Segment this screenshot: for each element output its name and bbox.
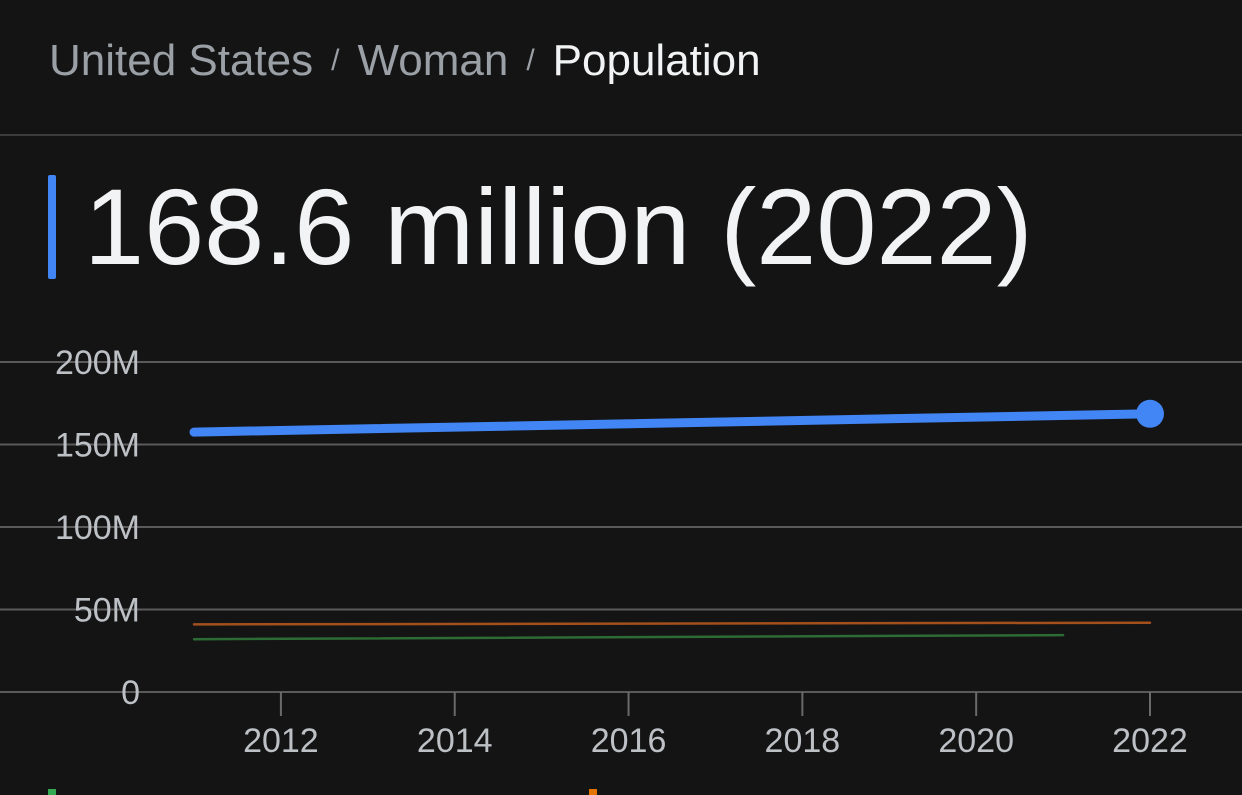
population-line-chart[interactable]: 0 50M 100M 150M 200M 2012 2014 2016 2018 2020 202…	[0, 330, 1242, 770]
headline: 168.6 million (2022)	[48, 166, 1033, 287]
x-tick-label: 2012	[243, 722, 319, 760]
x-tick-label: 2022	[1112, 722, 1188, 760]
x-tick-label: 2014	[417, 722, 493, 760]
breadcrumb: United States / Woman / Population	[49, 34, 761, 88]
accent-bar	[48, 175, 56, 279]
legend-swatch	[589, 789, 597, 795]
legend-strip	[0, 789, 1242, 795]
chart-series	[189, 399, 1164, 641]
x-tick-label: 2016	[591, 722, 667, 760]
series-point-latest[interactable]	[1136, 399, 1164, 428]
chart-gridlines	[0, 361, 1242, 693]
y-tick-label: 50M	[74, 592, 140, 630]
x-axis-ticks: 2012 2014 2016 2018 2020 2022	[243, 692, 1188, 760]
breadcrumb-item-country[interactable]: United States	[49, 36, 314, 85]
x-tick-label: 2018	[765, 722, 841, 760]
y-tick-label: 150M	[55, 427, 140, 465]
y-tick-label: 0	[121, 674, 140, 712]
header-divider	[0, 134, 1242, 136]
breadcrumb-separator: /	[331, 44, 340, 77]
y-tick-label: 200M	[55, 344, 140, 382]
legend-swatch	[48, 789, 56, 795]
series-line-2	[192, 621, 1152, 626]
headline-value: 168.6 million (2022)	[84, 166, 1033, 287]
y-tick-label: 100M	[55, 509, 140, 547]
breadcrumb-item-current: Population	[552, 36, 761, 85]
y-axis-ticks: 0 50M 100M 150M 200M	[55, 344, 140, 712]
series-line-3	[192, 633, 1065, 641]
breadcrumb-item-group[interactable]: Woman	[357, 36, 509, 85]
x-tick-label: 2020	[938, 722, 1014, 760]
series-line-1	[189, 409, 1155, 437]
breadcrumb-separator: /	[526, 44, 535, 77]
